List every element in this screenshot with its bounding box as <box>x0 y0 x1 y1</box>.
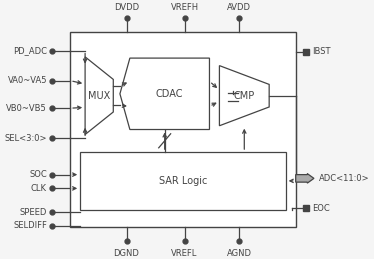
Text: PD_ADC: PD_ADC <box>13 46 47 55</box>
Text: VB0~VB5: VB0~VB5 <box>6 104 47 113</box>
Text: VREFH: VREFH <box>171 3 199 12</box>
Text: DVDD: DVDD <box>114 3 139 12</box>
Text: SOC: SOC <box>29 170 47 179</box>
Polygon shape <box>220 66 269 126</box>
Text: EOC: EOC <box>312 204 330 213</box>
FancyArrow shape <box>296 174 314 183</box>
Polygon shape <box>85 57 113 134</box>
Bar <box>70 32 296 227</box>
Polygon shape <box>120 58 209 130</box>
Text: CMP: CMP <box>234 91 255 101</box>
Text: DGND: DGND <box>114 249 140 257</box>
Text: VA0~VA5: VA0~VA5 <box>7 76 47 85</box>
Text: IBST: IBST <box>312 47 331 56</box>
Text: MUX: MUX <box>88 91 110 101</box>
Text: CDAC: CDAC <box>156 89 183 99</box>
Text: SAR Logic: SAR Logic <box>159 176 207 186</box>
Text: AGND: AGND <box>227 249 252 257</box>
Text: SELDIFF: SELDIFF <box>13 221 47 231</box>
Text: SEL<3:0>: SEL<3:0> <box>4 134 47 143</box>
Text: AVDD: AVDD <box>227 3 251 12</box>
Text: ADC<11:0>: ADC<11:0> <box>319 174 370 183</box>
Text: SPEED: SPEED <box>19 208 47 217</box>
Text: VREFL: VREFL <box>171 249 198 257</box>
Text: CLK: CLK <box>31 184 47 193</box>
Bar <box>80 152 286 210</box>
